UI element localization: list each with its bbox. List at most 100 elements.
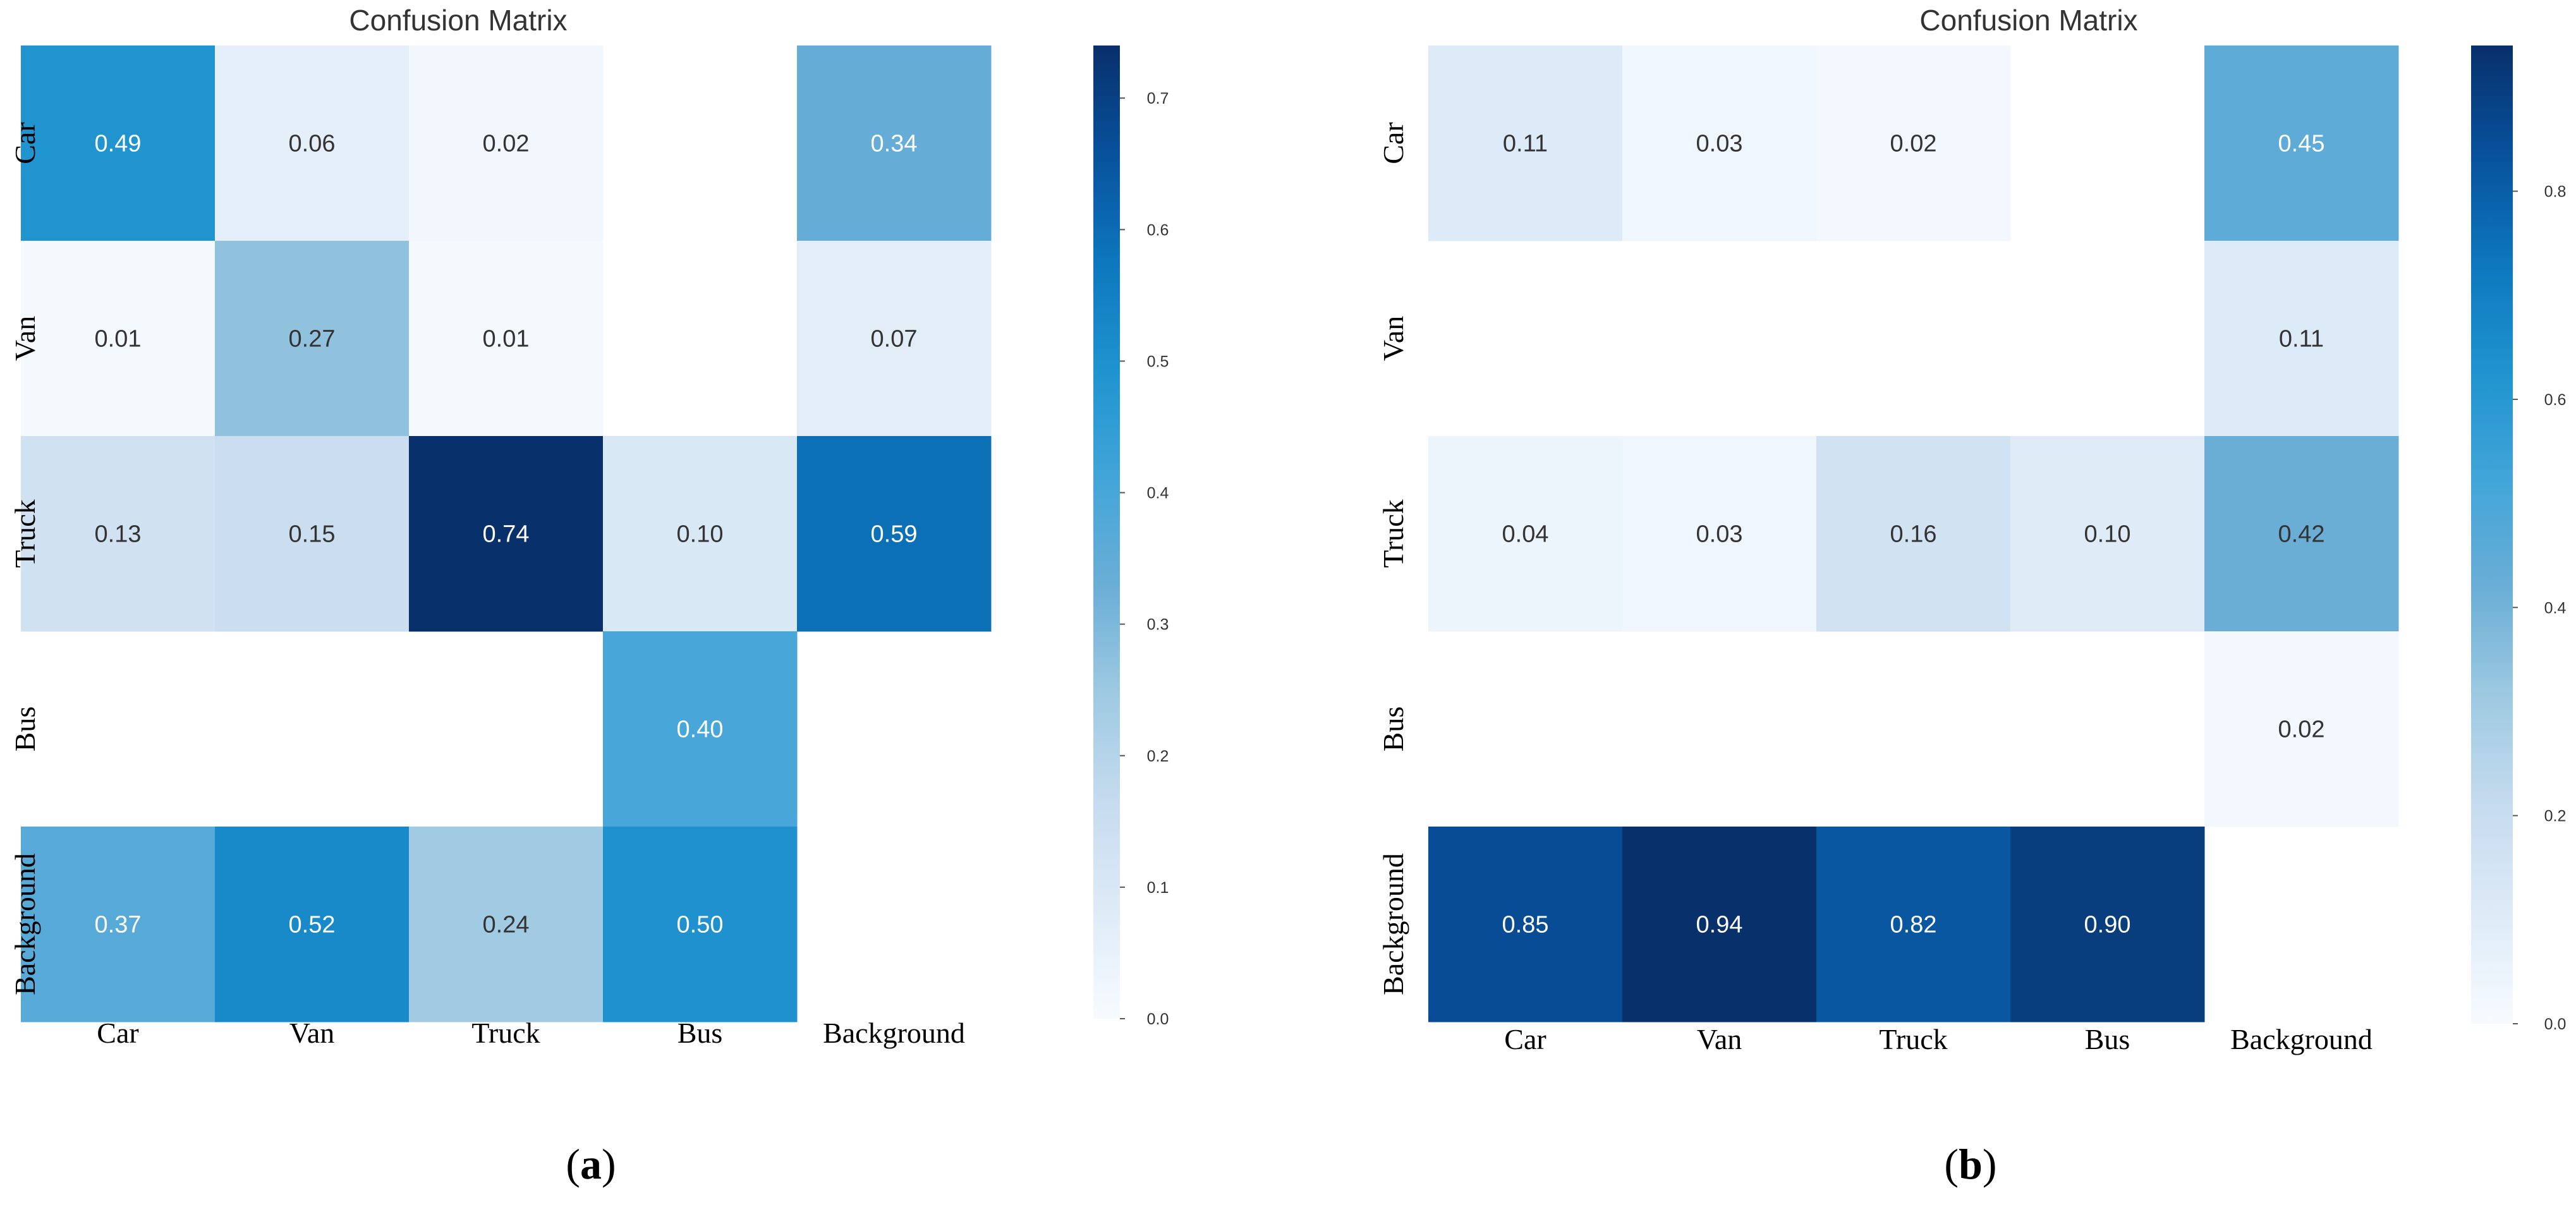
y-tick-label: Car (1377, 122, 1409, 164)
cell-value-label: 0.42 (2278, 521, 2325, 548)
y-tick-label: Background (1377, 853, 1409, 995)
x-tick-label: Truck (1879, 1023, 1947, 1055)
heatmap-cell (21, 827, 216, 1022)
cell-value-label: 0.37 (95, 912, 142, 938)
y-tick-label: Truck (9, 499, 41, 567)
colorbar-tick-label: 0.3 (1147, 616, 1169, 634)
x-tick-label: Car (97, 1017, 138, 1049)
heatmap-cell (797, 241, 992, 437)
cell-value-label: 0.59 (871, 521, 918, 548)
heatmap-cell (797, 45, 992, 241)
colorbar-tick-label: 0.2 (1147, 748, 1169, 765)
heatmap-cell (215, 436, 410, 632)
colorbar-tick-label: 0.8 (2544, 183, 2567, 201)
heatmap-cell (2204, 436, 2399, 632)
cell-value-label: 0.04 (1502, 521, 1549, 548)
heatmap-cell (215, 45, 410, 241)
colorbar (1093, 45, 1120, 1019)
colorbar-tick-label: 0.7 (1147, 90, 1169, 107)
y-tick-label: Bus (1377, 707, 1409, 752)
y-tick-label: Van (1377, 316, 1409, 361)
chart-title: Confusion Matrix (1919, 4, 2137, 37)
heatmap-cell (1622, 436, 1817, 632)
heatmap-cell (603, 436, 798, 632)
cell-value-label: 0.16 (1890, 521, 1937, 548)
cell-value-label: 0.02 (483, 131, 530, 157)
heatmap-cell (2010, 436, 2205, 632)
heatmap-cell (409, 436, 604, 632)
cell-value-label: 0.90 (2084, 912, 2131, 938)
cell-value-label: 0.85 (1502, 912, 1549, 938)
colorbar-tick-label: 0.4 (1147, 485, 1169, 502)
heatmap-cell (2010, 827, 2205, 1022)
heatmap-cell (215, 241, 410, 437)
y-tick-label: Background (9, 853, 41, 995)
heatmap-cell (21, 436, 216, 632)
heatmap-cell (21, 45, 216, 241)
heatmap-cell (1816, 827, 2011, 1022)
panel-label: (b) (1944, 1140, 1996, 1188)
x-tick-label: Background (2230, 1023, 2372, 1055)
colorbar-tick-label: 0.0 (1147, 1010, 1169, 1028)
colorbar-tick-label: 0.0 (2544, 1016, 2567, 1033)
cell-value-label: 0.34 (871, 131, 918, 157)
x-tick-label: Bus (2085, 1023, 2130, 1055)
x-tick-label: Van (1697, 1023, 1742, 1055)
y-tick-label: Van (9, 316, 41, 361)
cell-value-label: 0.15 (289, 521, 336, 548)
chart-title: Confusion Matrix (349, 4, 567, 37)
cell-value-label: 0.02 (2278, 717, 2325, 743)
y-tick-label: Bus (9, 707, 41, 752)
heatmap-cell (1428, 827, 1623, 1022)
colorbar (2471, 45, 2513, 1024)
heatmap-cell (603, 827, 798, 1022)
cell-value-label: 0.45 (2278, 131, 2325, 157)
cell-value-label: 0.74 (483, 521, 530, 548)
heatmap-cell (409, 45, 604, 241)
heatmap-cell (409, 241, 604, 437)
cell-value-label: 0.24 (483, 912, 530, 938)
heatmap-panel-b: Confusion Matrix 0.11 0.03 0.02 0.45 0.11 0.04… (1377, 4, 2566, 1188)
colorbar-tick-label: 0.6 (2544, 391, 2567, 409)
heatmap-cell (215, 827, 410, 1022)
cell-value-label: 0.94 (1696, 912, 1743, 938)
heatmap-cell (21, 241, 216, 437)
heatmap-cell (1816, 45, 2011, 241)
cell-value-label: 0.02 (1890, 131, 1937, 157)
heatmap-cell (2204, 45, 2399, 241)
cell-value-label: 0.11 (2279, 326, 2324, 353)
cell-value-label: 0.50 (677, 912, 724, 938)
cell-value-label: 0.06 (289, 131, 336, 157)
heatmap-panel-a: Confusion Matrix 0.49 0.06 0.02 0.34 0.01 0.27… (9, 4, 1169, 1188)
cell-value-label: 0.01 (95, 326, 142, 353)
colorbar-tick-label: 0.2 (2544, 808, 2567, 825)
cell-value-label: 0.49 (95, 131, 142, 157)
cell-value-label: 0.11 (1503, 131, 1548, 157)
x-tick-label: Background (823, 1017, 965, 1049)
cell-value-label: 0.52 (289, 912, 336, 938)
cell-value-label: 0.82 (1890, 912, 1937, 938)
y-tick-label: Truck (1377, 499, 1409, 567)
colorbar-tick-label: 0.4 (2544, 599, 2567, 617)
panel-label: (a) (566, 1140, 616, 1188)
cell-value-label: 0.40 (677, 717, 724, 743)
x-tick-label: Truck (471, 1017, 540, 1049)
heatmap-cell (2204, 241, 2399, 437)
heatmap-cell (1622, 827, 1817, 1022)
colorbar-tick-label: 0.5 (1147, 353, 1169, 370)
heatmap-cell (797, 436, 992, 632)
cell-value-label: 0.03 (1696, 131, 1743, 157)
heatmap-cell (603, 631, 798, 827)
heatmap-cell (409, 827, 604, 1022)
heatmap-cell (1816, 436, 2011, 632)
heatmap-cell (2204, 631, 2399, 827)
cell-value-label: 0.07 (871, 326, 918, 353)
heatmap-cell (1622, 45, 1817, 241)
x-tick-label: Van (289, 1017, 335, 1049)
x-tick-label: Car (1504, 1023, 1546, 1055)
y-tick-label: Car (9, 122, 41, 164)
colorbar-tick-label: 0.6 (1147, 221, 1169, 239)
x-tick-label: Bus (677, 1017, 723, 1049)
heatmap-cell (1428, 45, 1623, 241)
